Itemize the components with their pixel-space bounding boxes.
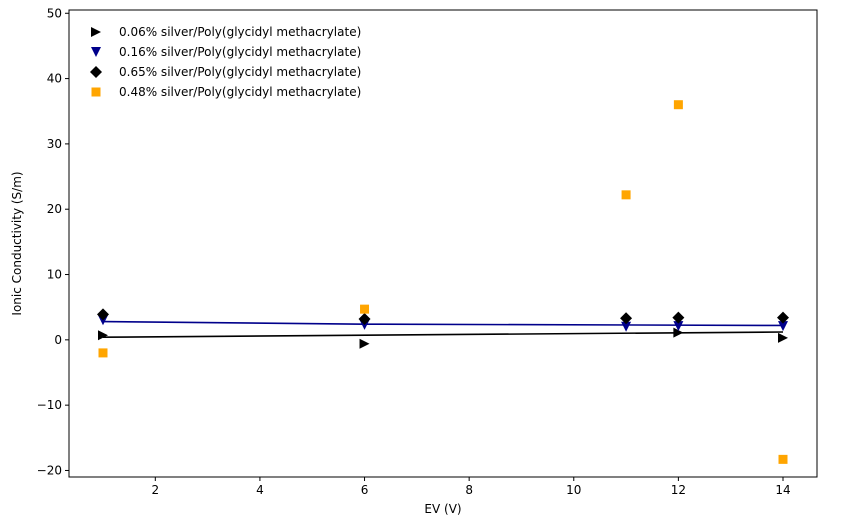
x-tick-label: 2 bbox=[151, 483, 159, 497]
legend-marker bbox=[91, 47, 101, 57]
y-tick-label: −20 bbox=[37, 463, 62, 477]
plot-frame bbox=[68, 9, 818, 478]
data-point bbox=[673, 321, 684, 332]
data-point bbox=[673, 100, 683, 110]
x-tick-label: 10 bbox=[566, 483, 581, 497]
y-axis-label: Ionic Conductivity (S/m) bbox=[10, 171, 24, 315]
data-point bbox=[620, 312, 633, 325]
legend-label: 0.06% silver/Poly(glycidyl methacrylate) bbox=[119, 25, 361, 39]
legend-label: 0.48% silver/Poly(glycidyl methacrylate) bbox=[119, 85, 361, 99]
data-point bbox=[778, 321, 788, 332]
plot-area-frame bbox=[68, 9, 818, 478]
legend-label: 0.16% silver/Poly(glycidyl methacrylate) bbox=[119, 45, 361, 59]
y-tick-label: −10 bbox=[37, 398, 62, 412]
data-point bbox=[98, 330, 108, 341]
legend-marker bbox=[91, 27, 101, 37]
y-tick-label: 10 bbox=[47, 268, 62, 282]
x-tick-label: 14 bbox=[775, 483, 790, 497]
data-point bbox=[98, 348, 108, 358]
legend: 0.06% silver/Poly(glycidyl methacrylate)… bbox=[90, 25, 361, 99]
y-tick-label: 40 bbox=[47, 72, 62, 86]
data-point bbox=[621, 190, 631, 200]
y-tick-label: 30 bbox=[47, 137, 62, 151]
x-tick-label: 12 bbox=[671, 483, 686, 497]
x-axis-label: EV (V) bbox=[424, 502, 461, 516]
data-point bbox=[358, 312, 371, 325]
data-point bbox=[97, 308, 109, 321]
fit-line bbox=[102, 331, 784, 339]
data-point bbox=[777, 311, 789, 324]
x-tick-label: 4 bbox=[256, 483, 264, 497]
data-points bbox=[97, 100, 789, 464]
data-point bbox=[360, 304, 370, 314]
y-axis-ticks: −20 −10 0 10 20 30 40 50 bbox=[37, 6, 69, 477]
x-axis-ticks: 2 4 6 8 10 12 14 bbox=[151, 477, 791, 497]
data-point bbox=[673, 327, 684, 338]
x-tick-label: 8 bbox=[465, 483, 473, 497]
data-point bbox=[778, 454, 788, 464]
data-point bbox=[359, 338, 370, 349]
data-point bbox=[778, 332, 788, 343]
y-tick-label: 50 bbox=[47, 6, 62, 20]
data-point bbox=[672, 311, 685, 324]
data-point bbox=[621, 321, 632, 332]
x-tick-label: 6 bbox=[361, 483, 369, 497]
legend-label: 0.65% silver/Poly(glycidyl methacrylate) bbox=[119, 65, 361, 79]
y-tick-label: 20 bbox=[47, 202, 62, 216]
legend-marker bbox=[91, 87, 101, 97]
y-tick-label: 0 bbox=[54, 333, 62, 347]
legend-marker bbox=[90, 66, 102, 78]
